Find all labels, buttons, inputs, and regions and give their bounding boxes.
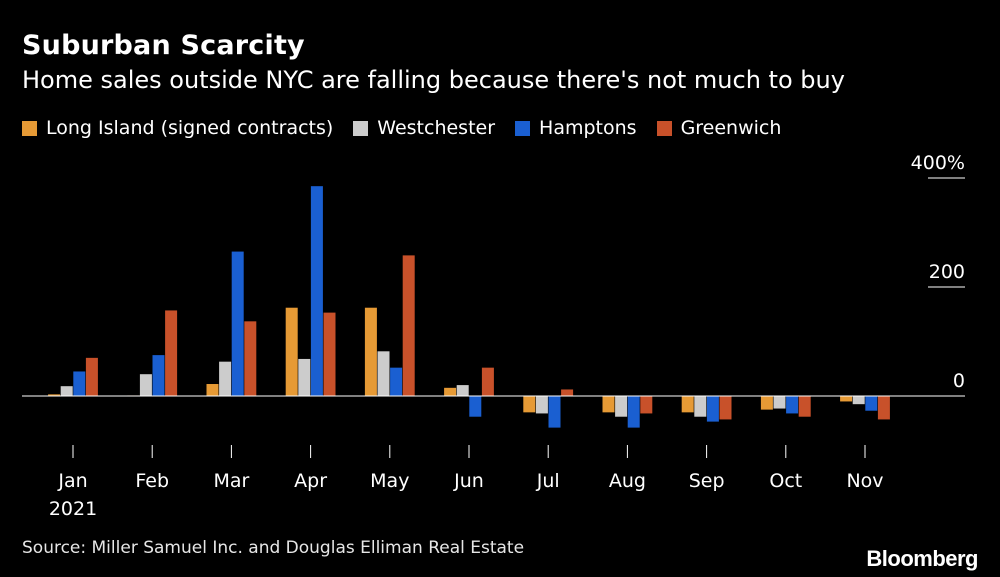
legend-label: Westchester xyxy=(377,117,496,139)
bloomberg-logo: Bloomberg xyxy=(866,546,978,571)
legend-label: Hamptons xyxy=(539,117,637,139)
x-tick-label: Aug xyxy=(609,470,646,492)
bar-westchester-mar xyxy=(219,361,232,396)
x-tick-label: Apr xyxy=(294,470,327,492)
legend-swatch xyxy=(22,120,37,136)
bar-greenwich-feb xyxy=(165,310,178,396)
bar-greenwich-mar xyxy=(244,321,257,396)
y-tick-label: 200 xyxy=(929,261,965,283)
legend-item-westchester: Westchester xyxy=(353,117,495,139)
x-tick-label: Jul xyxy=(536,470,560,492)
bar-long-mar xyxy=(206,384,219,396)
bar-hamptons-sep xyxy=(706,396,719,422)
bar-long-jan xyxy=(48,394,61,396)
bar-long-sep xyxy=(681,396,694,413)
bar-greenwich-may xyxy=(402,255,415,396)
x-tick-label: Sep xyxy=(689,470,725,492)
legend-item-hamptons: Hamptons xyxy=(515,117,637,139)
bar-greenwich-jul xyxy=(561,389,574,396)
bar-westchester-apr xyxy=(298,358,311,396)
x-tick-label: Jun xyxy=(453,470,484,492)
bar-long-jun xyxy=(444,387,457,396)
x-tick-label: Feb xyxy=(135,470,169,492)
legend-item-long-island: Long Island (signed contracts) xyxy=(22,117,333,139)
bar-westchester-jun xyxy=(456,385,469,396)
bar-greenwich-oct xyxy=(798,396,811,417)
bar-long-jul xyxy=(523,396,536,413)
y-tick-label: 400% xyxy=(911,152,965,174)
bar-westchester-oct xyxy=(773,396,786,409)
bar-hamptons-jul xyxy=(548,396,561,428)
bar-westchester-may xyxy=(377,351,390,396)
chart-title: Suburban Scarcity xyxy=(22,30,305,61)
bar-greenwich-jun xyxy=(481,367,494,396)
legend: Long Island (signed contracts) Westchest… xyxy=(22,117,801,139)
x-tick-label: May xyxy=(370,470,409,492)
bar-westchester-sep xyxy=(694,396,707,417)
bar-westchester-nov xyxy=(852,396,865,405)
bar-westchester-jan xyxy=(60,386,73,396)
bar-westchester-feb xyxy=(139,374,152,396)
legend-swatch xyxy=(515,120,531,136)
bar-long-aug xyxy=(602,396,615,413)
bar-hamptons-jun xyxy=(469,396,482,417)
legend-swatch xyxy=(353,120,369,136)
x-tick-label: Nov xyxy=(846,470,883,492)
bar-hamptons-may xyxy=(390,367,403,396)
bar-greenwich-sep xyxy=(719,396,732,420)
x-tick-label: Jan xyxy=(57,470,87,492)
x-tick-label: Mar xyxy=(213,470,249,492)
bar-long-apr xyxy=(285,307,298,396)
y-tick-label: 0 xyxy=(953,370,965,392)
bar-greenwich-aug xyxy=(640,396,653,414)
bar-hamptons-aug xyxy=(627,396,640,428)
bar-long-oct xyxy=(760,396,773,410)
bar-hamptons-apr xyxy=(310,186,323,396)
x-tick-label: Oct xyxy=(769,470,802,492)
bar-hamptons-nov xyxy=(865,396,878,411)
bar-westchester-aug xyxy=(615,396,628,417)
bar-long-may xyxy=(364,307,377,396)
bar-greenwich-nov xyxy=(877,396,890,420)
bar-greenwich-jan xyxy=(85,357,98,396)
bar-greenwich-apr xyxy=(323,312,336,396)
source-note: Source: Miller Samuel Inc. and Douglas E… xyxy=(22,538,525,558)
bar-hamptons-jan xyxy=(73,371,86,396)
bar-hamptons-feb xyxy=(152,355,165,396)
legend-label: Greenwich xyxy=(680,117,782,139)
legend-swatch xyxy=(656,120,672,136)
bar-hamptons-oct xyxy=(786,396,799,414)
bar-westchester-jul xyxy=(535,396,548,414)
x-year-label: 2021 xyxy=(49,498,97,520)
legend-item-greenwich: Greenwich xyxy=(656,117,782,139)
bar-long-nov xyxy=(840,396,853,402)
legend-label: Long Island (signed contracts) xyxy=(46,117,334,139)
bar-hamptons-mar xyxy=(231,251,244,396)
chart-subtitle: Home sales outside NYC are falling becau… xyxy=(22,66,845,94)
